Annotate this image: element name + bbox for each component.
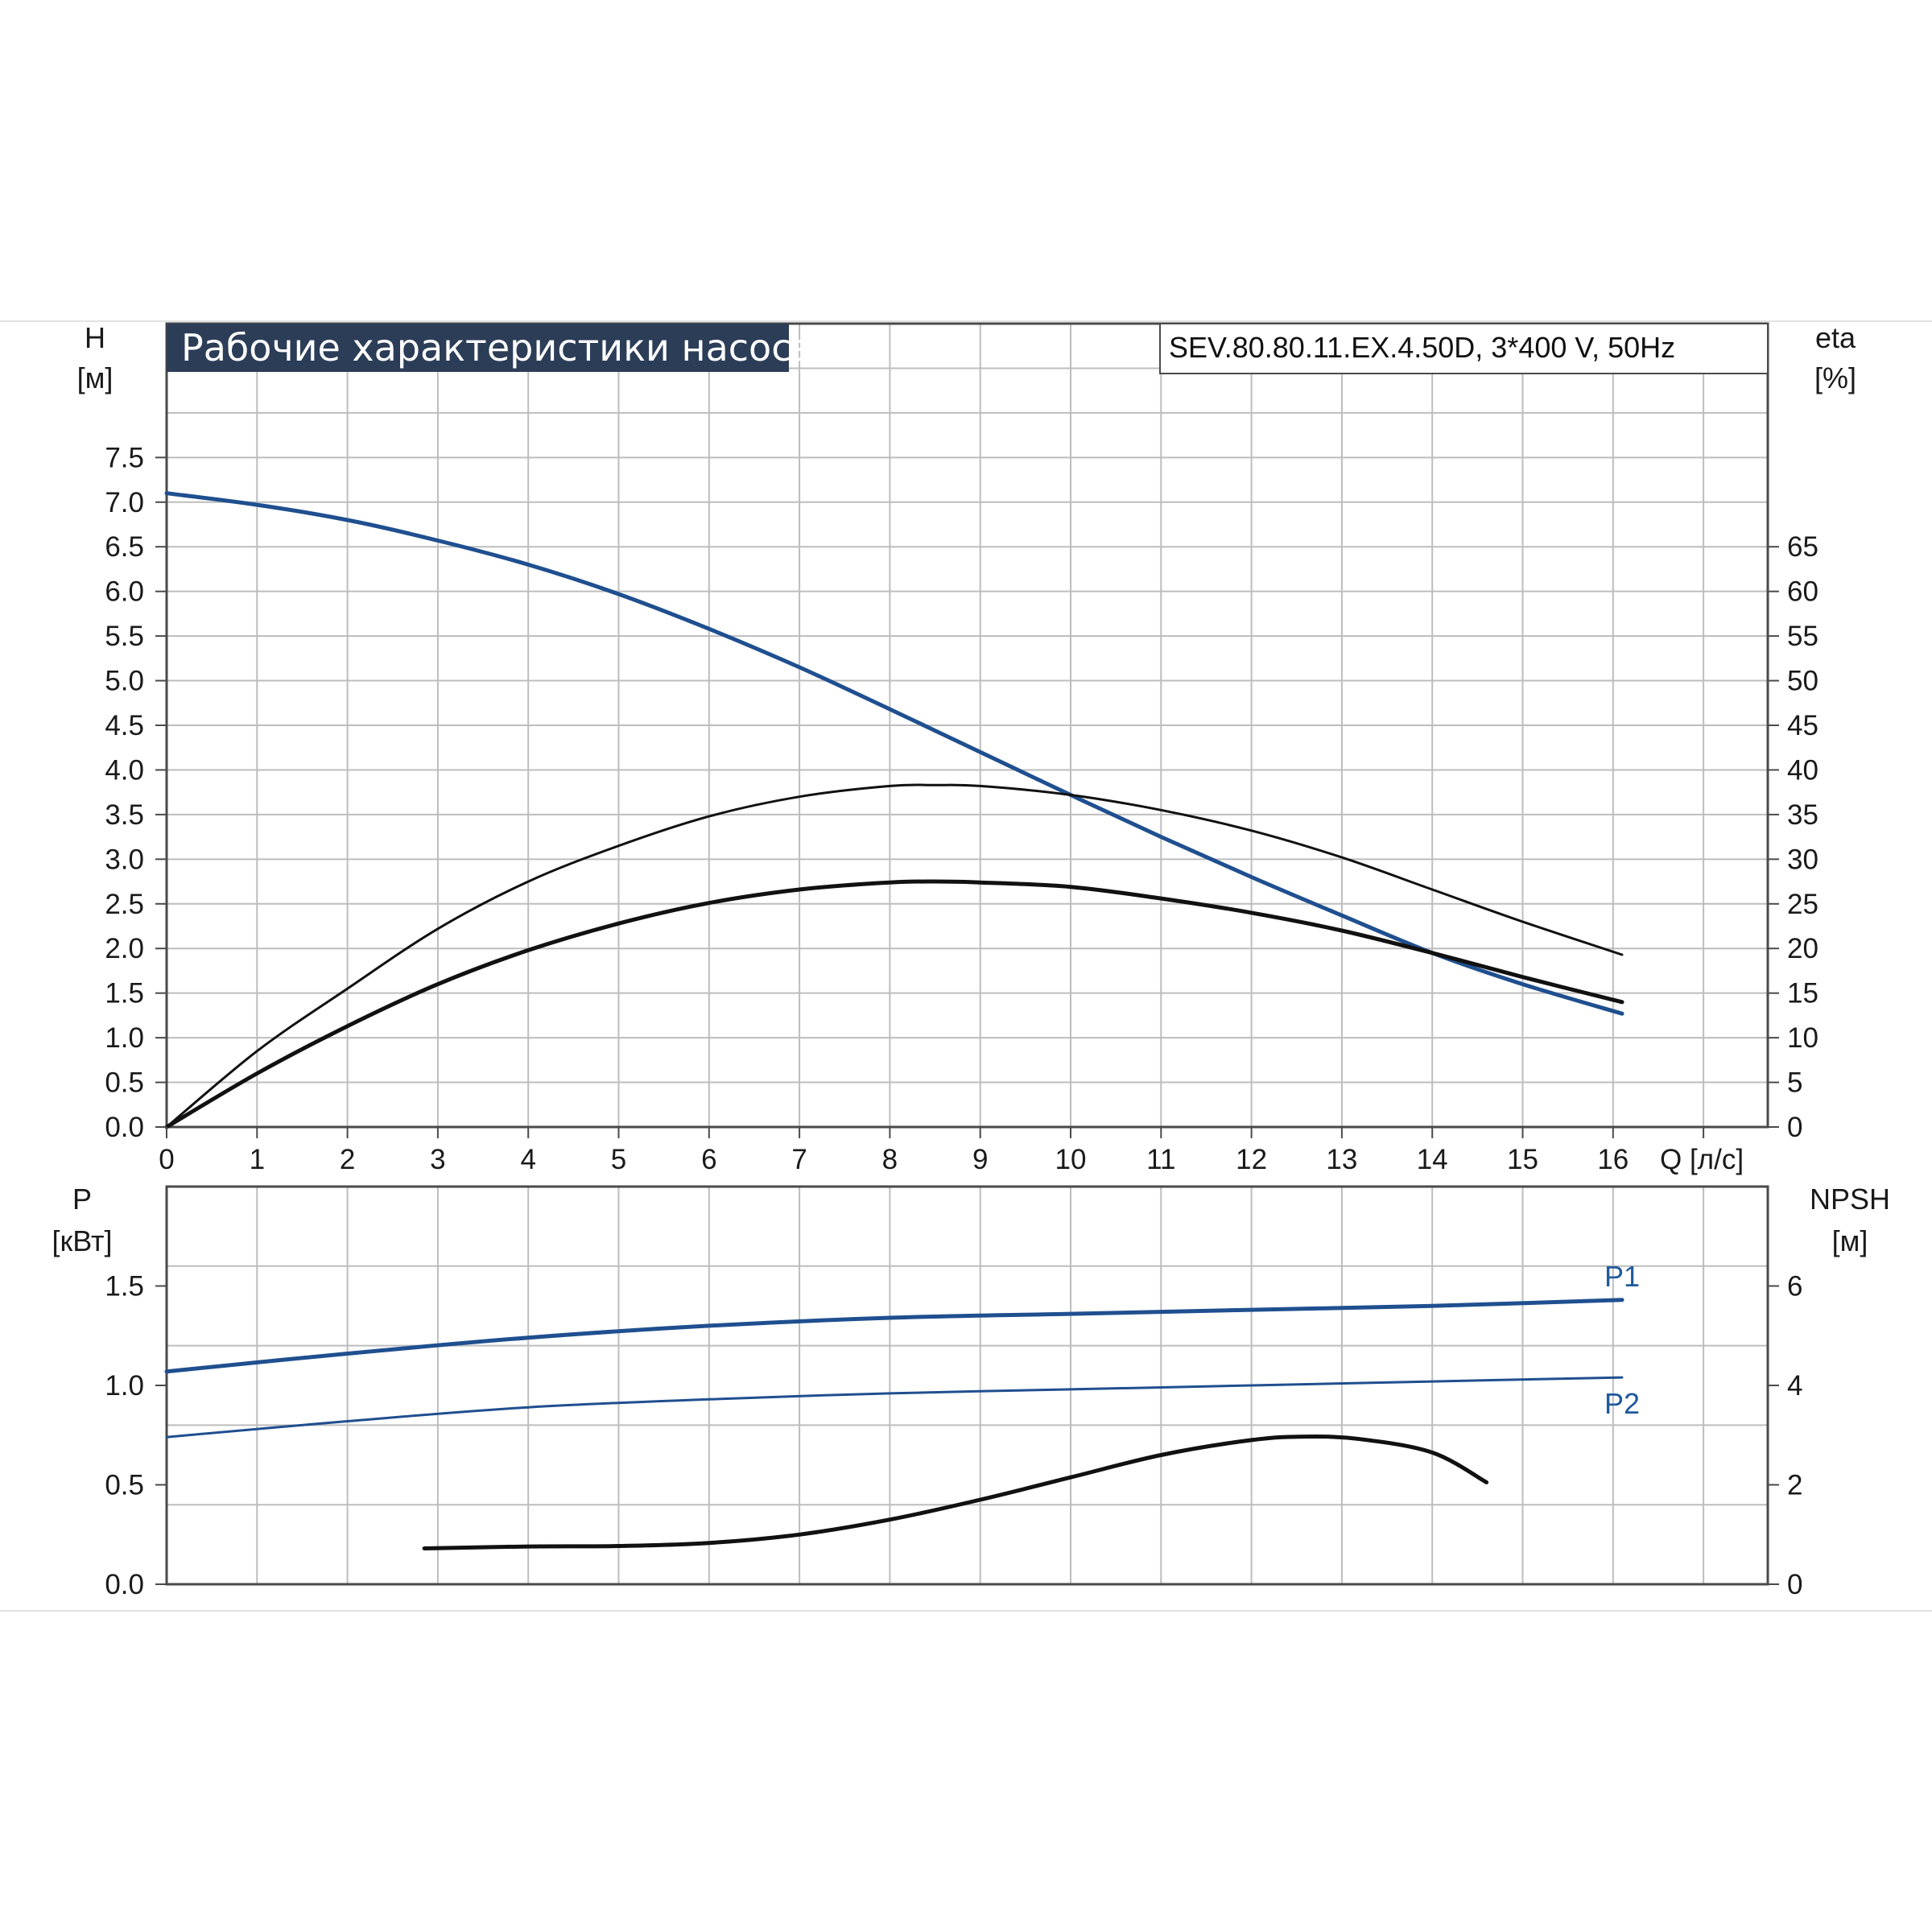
npsh-axis-symbol: NPSH (1810, 1183, 1890, 1216)
x-tick-label: 12 (1236, 1144, 1267, 1175)
title-banner (167, 324, 789, 372)
x-tick-label: 7 (791, 1144, 807, 1175)
y-tick-label: 5.0 (105, 666, 144, 697)
y-tick-label: 1.5 (105, 1271, 144, 1302)
x-tick-label: 8 (882, 1144, 898, 1175)
y2-tick-label: 60 (1787, 576, 1818, 608)
head-axis-unit: [м] (77, 361, 114, 394)
y-tick-label: 7.0 (105, 487, 144, 518)
x-tick-label: 16 (1597, 1144, 1629, 1175)
page-title: Рабочие характеристики насоса (181, 326, 815, 369)
head-efficiency-axes: 0.0 0.5 1.0 1.5 2.0 2.5 3.0 3.5 4.0 4.5 5.0 5.5 6.0 6… (105, 442, 1818, 1175)
flow-axis-label: Q [л/с] (1660, 1144, 1744, 1175)
npsh-axis-unit: [м] (1832, 1224, 1868, 1257)
x-tick-label: 13 (1326, 1144, 1357, 1175)
eta-thin-curve (165, 783, 1624, 1129)
model-box (1159, 323, 1769, 374)
power-npsh-panel: 0.0 0.5 1.0 1.5 0 2 4 6 P [кВт] NPSH [м] P1 P2 (52, 1183, 1890, 1600)
y2-tick-label: 25 (1787, 889, 1818, 920)
y-tick-label: 7.5 (105, 442, 144, 473)
y-tick-label: 2.0 (105, 933, 144, 964)
power-npsh-series (164, 1298, 1624, 1550)
y2-tick-label: 30 (1787, 844, 1818, 875)
x-tick-label: 1 (250, 1144, 265, 1175)
power-npsh-plot-frame (165, 1185, 1769, 1586)
y-tick-label: 0.5 (105, 1470, 144, 1501)
y2-tick-label: 15 (1787, 978, 1818, 1009)
y2-tick-label: 5 (1787, 1067, 1802, 1099)
y-tick-label: 0.0 (105, 1112, 144, 1143)
power-npsh-axes: 0.0 0.5 1.0 1.5 0 2 4 6 (105, 1271, 1802, 1601)
y2-tick-label: 0 (1787, 1112, 1802, 1143)
x-tick-label: 6 (701, 1144, 716, 1175)
x-tick-label: 2 (340, 1144, 355, 1175)
x-tick-label: 0 (159, 1144, 174, 1175)
npsh-curve (422, 1435, 1489, 1550)
x-tick-label: 11 (1146, 1144, 1175, 1175)
y-tick-label: 6.0 (105, 576, 144, 608)
head-efficiency-series (164, 491, 1624, 1129)
x-tick-label: 5 (611, 1144, 626, 1175)
eta-thick-curve (164, 879, 1624, 1129)
x-tick-label: 14 (1417, 1144, 1448, 1175)
y-tick-label: 3.5 (105, 799, 144, 831)
head-axis-symbol: H (85, 321, 105, 354)
y-tick-label: 5.5 (105, 621, 144, 652)
y2-tick-label: 20 (1787, 933, 1818, 964)
y-tick-label: 1.0 (105, 1370, 144, 1402)
page-top-rule (0, 320, 1932, 322)
head-curve (164, 491, 1624, 1016)
y-tick-label: 6.5 (105, 531, 144, 563)
p2-series-label: P2 (1604, 1387, 1640, 1420)
y2-tick-label: 40 (1787, 754, 1818, 786)
x-tick-label: 15 (1507, 1144, 1538, 1175)
y-tick-label: 1.0 (105, 1022, 144, 1054)
head-efficiency-grid (167, 324, 1768, 1127)
y2-tick-label: 45 (1787, 710, 1818, 741)
x-tick-label: 10 (1055, 1144, 1087, 1175)
y-tick-label: 0.5 (105, 1067, 144, 1099)
head-efficiency-panel: 0.0 0.5 1.0 1.5 2.0 2.5 3.0 3.5 4.0 4.5 5.0 5.5 6.0 6… (77, 321, 1856, 1175)
p1-series-label: P1 (1604, 1260, 1640, 1293)
P1-curve (164, 1298, 1624, 1374)
y2-tick-label: 50 (1787, 666, 1818, 697)
x-tick-label: 4 (520, 1144, 535, 1175)
power-axis-symbol: P (72, 1183, 92, 1216)
power-npsh-grid (167, 1187, 1768, 1584)
P2-curve (165, 1376, 1624, 1439)
x-tick-label: 3 (430, 1144, 445, 1175)
y2-tick-label: 6 (1787, 1271, 1802, 1302)
y2-tick-label: 65 (1787, 531, 1818, 563)
y-tick-label: 1.5 (105, 978, 144, 1009)
efficiency-axis-symbol: eta (1815, 321, 1856, 354)
y2-tick-label: 2 (1787, 1470, 1802, 1501)
y-tick-label: 4.0 (105, 754, 144, 786)
page-bottom-rule (0, 1610, 1932, 1612)
x-tick-label: 9 (972, 1144, 988, 1175)
y-tick-label: 0.0 (105, 1569, 144, 1600)
model-label: SEV.80.80.11.EX.4.50D, 3*400 V, 50Hz (1169, 331, 1675, 364)
y2-tick-label: 4 (1787, 1370, 1802, 1402)
y2-tick-label: 55 (1787, 621, 1818, 652)
y2-tick-label: 0 (1787, 1569, 1802, 1600)
power-axis-unit: [кВт] (52, 1224, 112, 1257)
y-tick-label: 3.0 (105, 844, 144, 875)
y2-tick-label: 35 (1787, 799, 1818, 831)
efficiency-axis-unit: [%] (1814, 361, 1856, 394)
y2-tick-label: 10 (1787, 1022, 1818, 1054)
y-tick-label: 4.5 (105, 710, 144, 741)
y-tick-label: 2.5 (105, 889, 144, 920)
